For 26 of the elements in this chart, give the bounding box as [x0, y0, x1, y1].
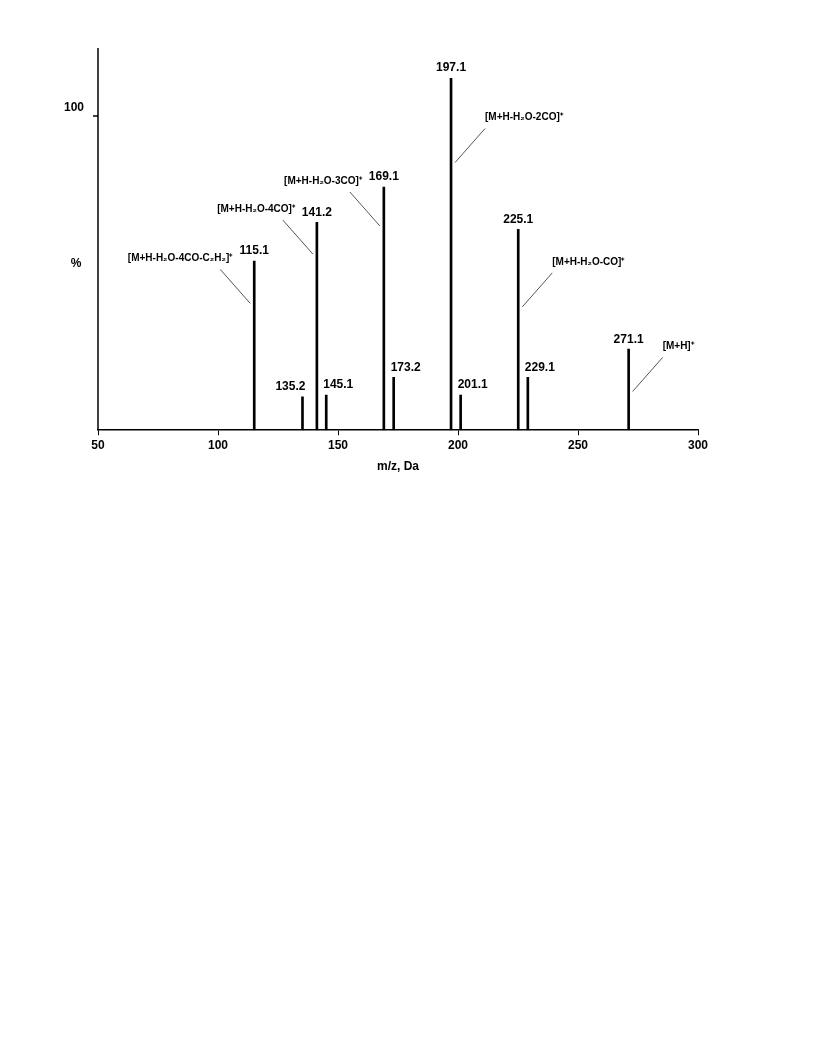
annotation: [M+H-H₂O-3CO]⁺: [284, 174, 363, 186]
annotation: [M+H-H₂O-CO]⁺: [552, 255, 626, 267]
annotation: 145.1: [323, 377, 354, 392]
text: 100: [63, 100, 85, 115]
annotation: 201.1: [457, 377, 488, 392]
y-axis-title: %: [70, 256, 82, 271]
x-tick-label: 100: [207, 437, 229, 452]
annotation: 225.1: [503, 211, 534, 226]
x-tick-label: 300: [687, 437, 709, 452]
annotation: 229.1: [524, 359, 556, 374]
x-axis-title: m/z, Da: [376, 459, 420, 474]
annotation: [M+H-H₂O-2CO]⁺: [485, 111, 564, 123]
annotation: 115.1: [239, 243, 270, 258]
annotation: 271.1: [613, 331, 644, 346]
annotation: [M+H]⁺: [662, 340, 695, 352]
x-tick-label: 250: [567, 437, 589, 452]
annotation: 135.2: [275, 379, 306, 394]
x-tick-label: 50: [91, 437, 105, 452]
annotation: 197.1: [436, 60, 467, 75]
annotation: [M+H-H₂O-4CO]⁺: [217, 202, 296, 214]
annotation: [M+H-H₂O-4CO-C₂H₂]⁺: [127, 252, 234, 264]
annotation: 173.2: [390, 359, 422, 374]
x-tick-label: 200: [447, 437, 469, 452]
annotation: 141.2: [301, 204, 333, 219]
annotation: 169.1: [368, 169, 400, 184]
x-tick-label: 150: [327, 437, 349, 452]
